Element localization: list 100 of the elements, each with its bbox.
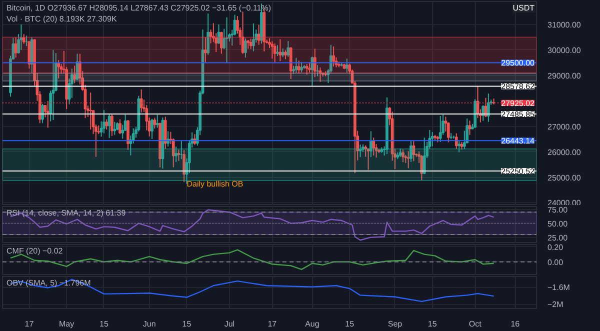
x-tick-label: Jun xyxy=(142,320,156,328)
candlestick xyxy=(257,24,260,46)
ref-line-label: 27925.02 xyxy=(501,98,536,108)
candlestick xyxy=(300,61,303,73)
y-tick-label: 26000.00 xyxy=(548,148,582,157)
ref-line-label: 27485.85 xyxy=(501,110,536,120)
y-tick-label: 25000.00 xyxy=(548,173,582,182)
x-tick-label: May xyxy=(59,320,74,328)
y-tick-label: 50.00 xyxy=(548,219,568,228)
candlestick xyxy=(177,149,180,162)
candlestick xyxy=(273,43,276,63)
y-tick-label: 75.00 xyxy=(548,205,568,214)
y-axis-title: USDT xyxy=(512,4,535,12)
candlestick xyxy=(206,12,210,56)
candlestick xyxy=(422,137,426,175)
candlestick xyxy=(52,49,55,121)
candlestick xyxy=(332,46,336,68)
x-tick-label: 17 xyxy=(24,320,34,328)
x-tick-label: 15 xyxy=(345,320,355,328)
candlestick xyxy=(458,140,461,153)
candlestick xyxy=(174,146,178,162)
candlestick xyxy=(305,63,308,76)
candlestick xyxy=(430,132,434,147)
candlestick xyxy=(410,140,412,162)
candlestick xyxy=(113,121,116,136)
y-tick-label: 0.20 xyxy=(548,242,564,252)
candlestick xyxy=(366,148,370,170)
candlestick xyxy=(364,144,368,158)
x-tick-label: Oct xyxy=(468,320,482,328)
candlestick xyxy=(316,64,319,77)
candlestick xyxy=(406,150,410,169)
y-tick-label: 27000.00 xyxy=(548,122,582,132)
candlestick xyxy=(153,117,156,129)
candlestick xyxy=(105,118,108,130)
candlestick xyxy=(370,130,372,158)
y-tick-label: −2M xyxy=(548,300,564,309)
candlestick xyxy=(225,16,228,64)
candlestick xyxy=(164,116,167,150)
candlestick xyxy=(150,118,154,140)
ref-line-label: 25250.52 xyxy=(501,167,536,176)
candlestick xyxy=(220,32,223,54)
candlestick xyxy=(294,57,298,74)
ref-line-label: 29500.00 xyxy=(501,58,536,68)
candlestick xyxy=(276,44,279,57)
x-tick-label: Aug xyxy=(305,320,320,328)
candlestick xyxy=(102,109,106,134)
candlestick xyxy=(412,140,416,162)
candlestick xyxy=(278,38,282,62)
y-tick-label: 31000.00 xyxy=(548,20,582,30)
candlestick xyxy=(57,60,60,80)
x-tick-label: 15 xyxy=(182,320,192,328)
candlestick xyxy=(182,149,186,183)
candlestick xyxy=(487,93,490,122)
y-tick-label: 30000.00 xyxy=(548,46,582,55)
candlestick xyxy=(89,92,92,130)
y-tick-label: 0.00 xyxy=(548,258,564,267)
x-tick-label: 15 xyxy=(100,320,109,328)
candlestick xyxy=(468,120,472,136)
candlestick xyxy=(286,40,290,58)
ref-line-label: 26443.14 xyxy=(501,136,536,146)
candlestick xyxy=(297,60,300,74)
candlestick xyxy=(372,137,376,156)
candlestick xyxy=(121,124,124,140)
candlestick xyxy=(140,88,143,113)
y-tick-label: −1.6M xyxy=(548,283,570,292)
candlestick xyxy=(289,46,292,80)
candlestick xyxy=(22,34,26,44)
candlestick xyxy=(270,40,274,60)
candlestick xyxy=(402,148,404,163)
candlestick xyxy=(14,36,18,58)
candlestick xyxy=(166,130,170,148)
candlestick xyxy=(41,104,44,124)
x-tick-label: Sep xyxy=(388,320,403,328)
candlestick xyxy=(358,144,362,158)
candlestick xyxy=(73,65,76,84)
ref-line-label: 28578.62 xyxy=(501,82,536,92)
candlestick xyxy=(118,118,122,135)
candlestick xyxy=(204,36,207,63)
x-tick-label: Jul xyxy=(224,320,235,328)
chart-title: CMF (20) −0.02 xyxy=(6,246,64,256)
candlestick xyxy=(252,22,255,52)
candlestick xyxy=(454,132,458,150)
candlestick xyxy=(313,48,316,78)
candlestick xyxy=(249,38,252,50)
candlestick xyxy=(244,38,247,58)
candlestick xyxy=(345,58,348,74)
candlestick xyxy=(438,115,442,143)
x-tick-label: 16 xyxy=(510,320,520,328)
y-tick-label: 25.00 xyxy=(548,233,568,242)
annotation: Vol · BTC (20) 8.193K 27.309K xyxy=(6,14,118,24)
candlestick xyxy=(308,62,311,74)
x-tick-label: 17 xyxy=(268,320,278,328)
candlestick xyxy=(482,104,485,122)
candlestick xyxy=(156,114,159,128)
candlestick xyxy=(126,120,130,150)
candlestick xyxy=(20,24,23,50)
y-tick-label: 29000.00 xyxy=(548,71,582,80)
x-tick-label: 15 xyxy=(428,320,438,328)
candlestick xyxy=(110,114,114,136)
annotation: Daily bullish OB xyxy=(186,179,244,188)
